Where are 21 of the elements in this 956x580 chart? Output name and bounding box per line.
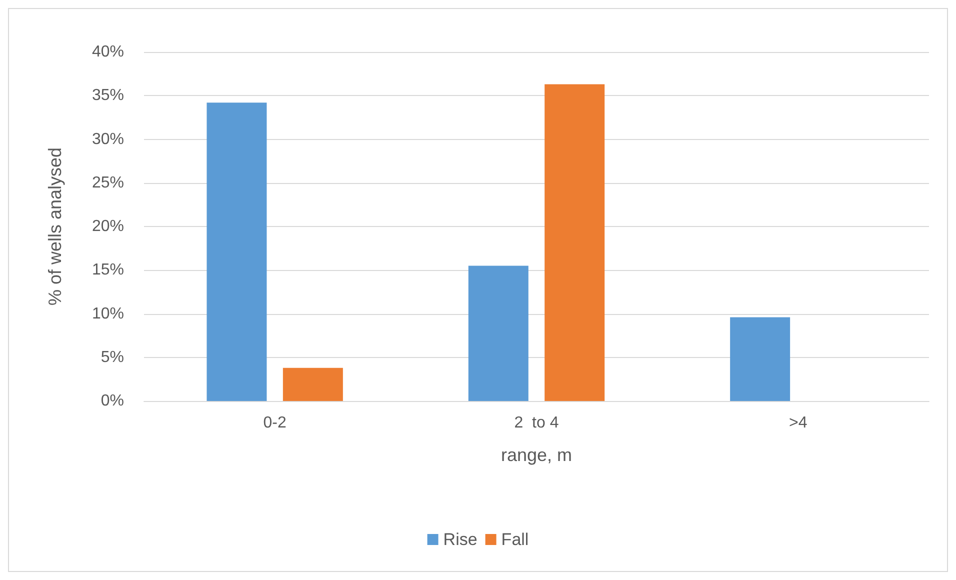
bar [206,102,267,401]
x-tick-label: >4 [789,414,808,432]
y-axis-title: % of wells analysed [45,147,65,306]
y-tick-label: 10% [92,305,124,322]
bar [468,266,528,401]
y-tick-label: 20% [92,218,124,235]
bar [730,317,790,401]
y-tick-label: 0% [100,392,124,410]
x-tick-label: 2 to 4 [514,414,559,432]
legend-label: Rise [443,530,478,549]
x-axis-title: range, m [500,445,572,465]
bar [282,368,343,401]
bar [544,84,605,401]
y-tick-label: 25% [92,174,124,192]
y-tick-label: 30% [92,130,124,148]
y-tick-label: 40% [92,44,124,60]
x-tick-label: 0-2 [263,414,286,432]
y-tick-label: 35% [92,87,124,104]
y-tick-label: 5% [100,348,124,366]
y-tick-label: 15% [92,262,124,279]
legend-label: Fall [501,530,529,549]
